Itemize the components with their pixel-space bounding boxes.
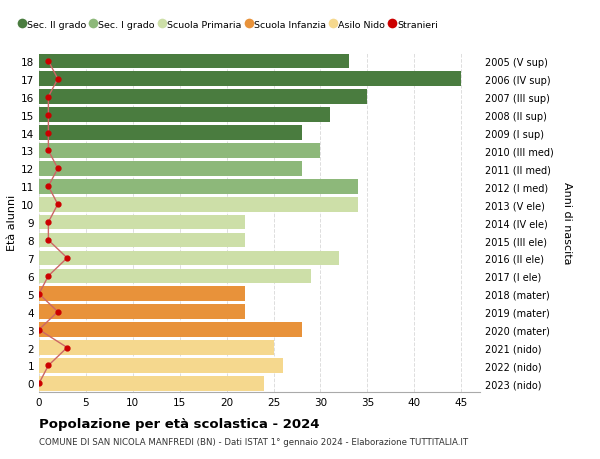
Text: COMUNE DI SAN NICOLA MANFREDI (BN) - Dati ISTAT 1° gennaio 2024 - Elaborazione T: COMUNE DI SAN NICOLA MANFREDI (BN) - Dat… <box>39 437 468 446</box>
Bar <box>39 179 358 194</box>
Bar <box>39 341 274 355</box>
Bar <box>39 108 330 123</box>
Bar <box>39 144 320 158</box>
Bar <box>39 251 339 266</box>
Bar <box>39 376 264 391</box>
Bar <box>39 72 461 87</box>
Bar <box>39 55 349 69</box>
Bar <box>39 269 311 284</box>
Bar <box>39 305 245 319</box>
Text: Popolazione per età scolastica - 2024: Popolazione per età scolastica - 2024 <box>39 417 320 430</box>
Bar <box>39 287 245 302</box>
Y-axis label: Età alunni: Età alunni <box>7 195 17 251</box>
Bar <box>39 197 358 212</box>
Y-axis label: Anni di nascita: Anni di nascita <box>562 181 572 264</box>
Bar <box>39 323 302 337</box>
Bar <box>39 126 302 140</box>
Bar <box>39 162 302 176</box>
Legend: Sec. II grado, Sec. I grado, Scuola Primaria, Scuola Infanzia, Asilo Nido, Stran: Sec. II grado, Sec. I grado, Scuola Prim… <box>16 17 442 33</box>
Bar <box>39 233 245 248</box>
Bar <box>39 358 283 373</box>
Bar <box>39 215 245 230</box>
Bar <box>39 90 367 105</box>
